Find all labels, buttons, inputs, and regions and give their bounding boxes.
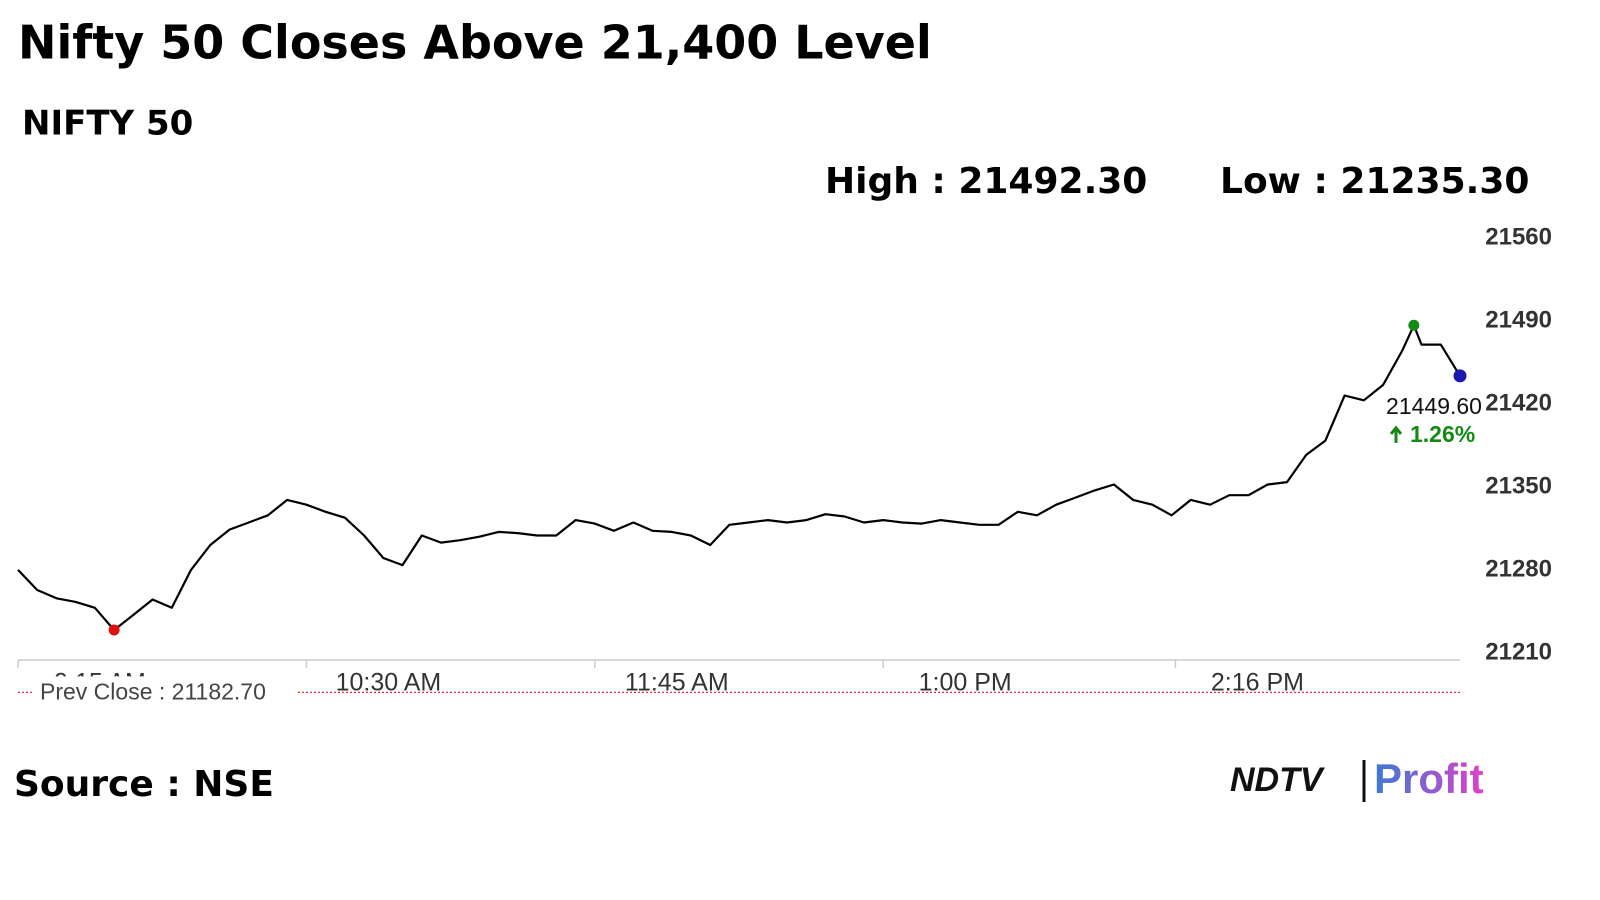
y-tick-label: 21350 bbox=[1485, 472, 1552, 499]
y-tick-label: 21560 bbox=[1485, 223, 1552, 250]
y-tick-label: 21280 bbox=[1485, 555, 1552, 582]
y-tick-label: 21490 bbox=[1485, 306, 1552, 333]
low-dot bbox=[108, 624, 120, 636]
close-dot bbox=[1453, 369, 1467, 383]
prev-close-label: Prev Close : 21182.70 bbox=[40, 678, 266, 704]
high-dot bbox=[1408, 319, 1420, 331]
chart-title: Nifty 50 Closes Above 21,400 Level bbox=[18, 16, 932, 70]
change-label: 1.26% bbox=[1410, 421, 1475, 447]
y-tick-label: 21420 bbox=[1485, 389, 1552, 416]
close-label: 21449.60 bbox=[1386, 393, 1482, 419]
high-label: High : 21492.30 bbox=[825, 161, 1147, 202]
subtitle: NIFTY 50 bbox=[22, 104, 193, 144]
x-tick-label: 1:00 PM bbox=[919, 669, 1012, 697]
source: Source : NSE bbox=[14, 764, 274, 805]
y-tick-label: 21210 bbox=[1485, 638, 1552, 665]
low-label: Low : 21235.30 bbox=[1220, 161, 1529, 202]
x-tick-label: 11:45 AM bbox=[625, 669, 729, 697]
prev-close-bg bbox=[34, 676, 296, 707]
change-arrow bbox=[1389, 425, 1403, 443]
brand-ndtv: NDTV bbox=[1230, 761, 1326, 799]
price-line bbox=[17, 324, 1461, 632]
brand-profit: Profit bbox=[1374, 755, 1484, 802]
